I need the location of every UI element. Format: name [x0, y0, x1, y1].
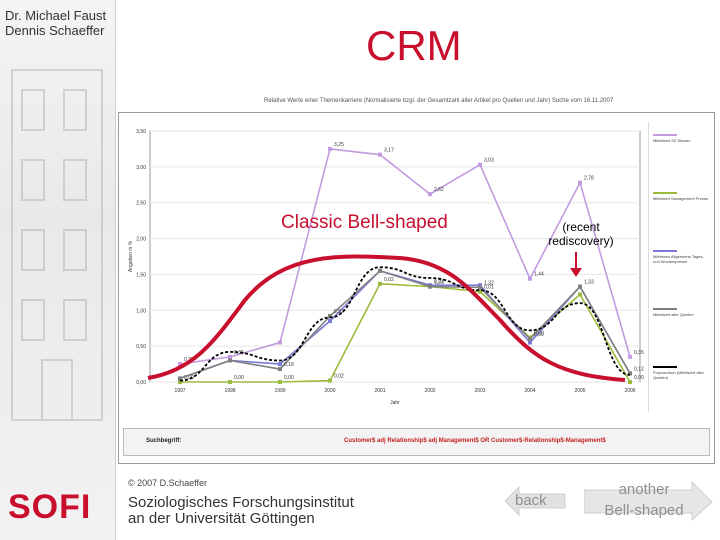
another-label-line1: another [618, 481, 670, 498]
institute-line: Soziologisches Forschungsinstitut [128, 494, 354, 511]
legend-label: Mittelwert Allgemeine Tages- und Wochenp… [653, 254, 704, 264]
search-term-label: Suchbegriff: [146, 438, 182, 444]
copyright: © 2007 D.Schaeffer [128, 478, 208, 488]
legend-item: Mittelwert SZ Wissen [653, 134, 709, 143]
legend-swatch [653, 192, 677, 194]
legend-swatch [653, 366, 677, 368]
chart-legend: Mittelwert SZ Wissen Mittelwert Managemen… [648, 122, 711, 412]
legend-item: Mittelwert Management Presse [653, 192, 709, 201]
chart-frame [118, 112, 715, 464]
another-bell-shaped-button[interactable]: another Bell-shaped [584, 480, 714, 522]
legend-label: Polynomisch (Mittelwert aller Quellen) [653, 370, 704, 380]
legend-label: Mittelwert Management Presse [653, 196, 709, 201]
institute-name: Soziologisches Forschungsinstitut an der… [128, 495, 354, 527]
sidebar [0, 0, 116, 540]
left-arrow-icon [505, 485, 566, 517]
chart-header: Relative Werte einer Themenkarriere (Nor… [264, 98, 614, 104]
authors: Dr. Michael Faust Dennis Schaeffer [5, 8, 106, 38]
legend-swatch [653, 308, 677, 310]
back-label: back [515, 492, 547, 509]
author-name: Dr. Michael Faust [5, 8, 107, 23]
bell-shaped-annotation: Classic Bell-shaped [281, 212, 448, 233]
legend-swatch [653, 134, 677, 136]
legend-label: Mittelwert aller Quellen [653, 312, 694, 317]
slide-title: CRM [366, 22, 462, 69]
legend-label: Mittelwert SZ Wissen [653, 138, 691, 143]
legend-item: Polynomisch (Mittelwert aller Quellen) [653, 366, 709, 380]
legend-item: Mittelwert aller Quellen [653, 308, 709, 317]
author-name: Dennis Schaeffer [5, 23, 105, 38]
search-term-bar: Suchbegriff: Customer$ adj Relationship$… [123, 428, 710, 456]
recent-rediscovery-annotation: (recent rediscovery) [548, 220, 614, 248]
search-term-query: Customer$ adj Relationship$ adj Manageme… [344, 438, 606, 444]
building-watermark [11, 69, 103, 421]
another-label-line2: Bell-shaped [604, 502, 684, 519]
back-button[interactable]: back [505, 485, 567, 517]
legend-swatch [653, 250, 677, 252]
sofi-logo: SOFI [8, 488, 92, 526]
institute-line: an der Universität Göttingen [128, 510, 315, 527]
legend-item: Mittelwert Allgemeine Tages- und Wochenp… [653, 250, 709, 264]
right-arrow-icon [584, 480, 713, 522]
